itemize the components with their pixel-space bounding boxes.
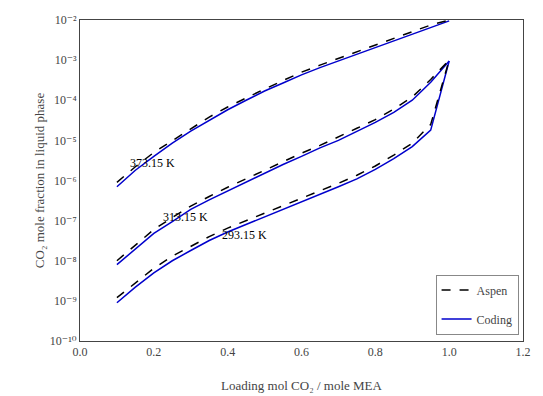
- svg-text:0.0: 0.0: [73, 345, 88, 359]
- svg-text:10⁻⁸: 10⁻⁸: [54, 254, 77, 268]
- svg-text:10⁻²: 10⁻²: [55, 13, 77, 27]
- svg-text:10⁻⁴: 10⁻⁴: [54, 93, 77, 107]
- svg-text:10⁻³: 10⁻³: [55, 53, 77, 67]
- svg-text:10⁻⁹: 10⁻⁹: [54, 294, 77, 308]
- svg-text:Coding: Coding: [477, 313, 512, 327]
- svg-text:10⁻¹⁰: 10⁻¹⁰: [50, 334, 77, 348]
- svg-text:1.2: 1.2: [516, 345, 531, 359]
- svg-text:293.15 K: 293.15 K: [222, 228, 267, 242]
- svg-text:Loading mol CO₂ / mole MEA: Loading mol CO₂ / mole MEA: [221, 378, 382, 393]
- svg-text:0.2: 0.2: [146, 345, 161, 359]
- svg-text:0.6: 0.6: [294, 345, 309, 359]
- svg-text:10⁻⁵: 10⁻⁵: [54, 134, 77, 148]
- svg-text:CO₂ mole fraction in liquid ph: CO₂ mole fraction in liquid phase: [32, 93, 47, 269]
- svg-text:1.0: 1.0: [442, 345, 457, 359]
- svg-text:0.8: 0.8: [368, 345, 383, 359]
- svg-text:0.4: 0.4: [220, 345, 235, 359]
- svg-text:10⁻⁷: 10⁻⁷: [54, 214, 77, 228]
- svg-text:Aspen: Aspen: [477, 284, 508, 298]
- svg-text:10⁻⁶: 10⁻⁶: [54, 174, 77, 188]
- svg-text:373.15 K: 373.15 K: [130, 156, 175, 170]
- svg-text:313.15 K: 313.15 K: [163, 210, 208, 224]
